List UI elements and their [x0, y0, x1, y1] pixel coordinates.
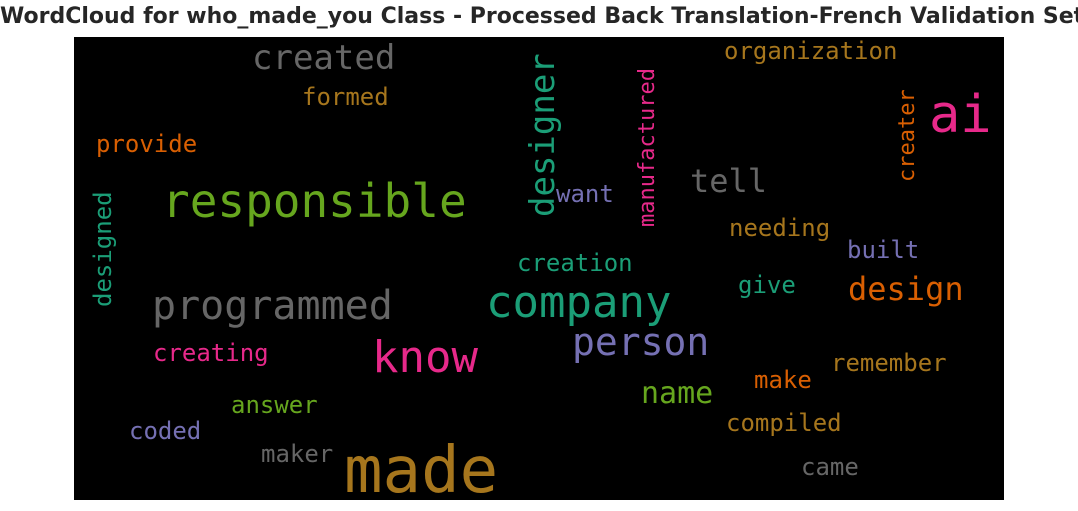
word-give: give [738, 271, 796, 299]
word-needing: needing [729, 214, 830, 242]
word-provide: provide [96, 130, 197, 158]
word-person: person [572, 320, 709, 364]
word-design: design [848, 270, 964, 308]
word-programmed: programmed [152, 283, 393, 329]
chart-title: WordCloud for who_made_you Class - Proce… [0, 4, 1078, 29]
word-came: came [801, 453, 859, 481]
word-make: make [754, 366, 812, 394]
word-made: made [344, 434, 498, 500]
word-coded: coded [129, 417, 201, 445]
word-designed: designed [89, 191, 117, 307]
word-ai: ai [929, 85, 992, 145]
word-remember: remember [831, 349, 947, 377]
word-manufactured: manufactured [635, 68, 660, 227]
word-compiled: compiled [726, 409, 842, 437]
word-know: know [372, 332, 478, 383]
word-name: name [641, 376, 713, 411]
word-want: want [556, 180, 614, 208]
word-company: company [486, 277, 671, 328]
word-created: created [252, 38, 395, 78]
word-tell: tell [690, 162, 767, 200]
word-creater: creater [895, 89, 920, 182]
word-responsible: responsible [162, 174, 467, 228]
word-maker: maker [261, 440, 333, 468]
wordcloud-canvas: made ai responsible company know programmed pe… [74, 37, 1004, 500]
word-built: built [847, 236, 919, 264]
word-organization: organization [724, 37, 897, 65]
word-designer: designer [523, 53, 563, 217]
word-creation: creation [517, 249, 633, 277]
word-answer: answer [231, 391, 318, 419]
word-creating: creating [153, 339, 269, 367]
word-formed: formed [302, 83, 389, 111]
